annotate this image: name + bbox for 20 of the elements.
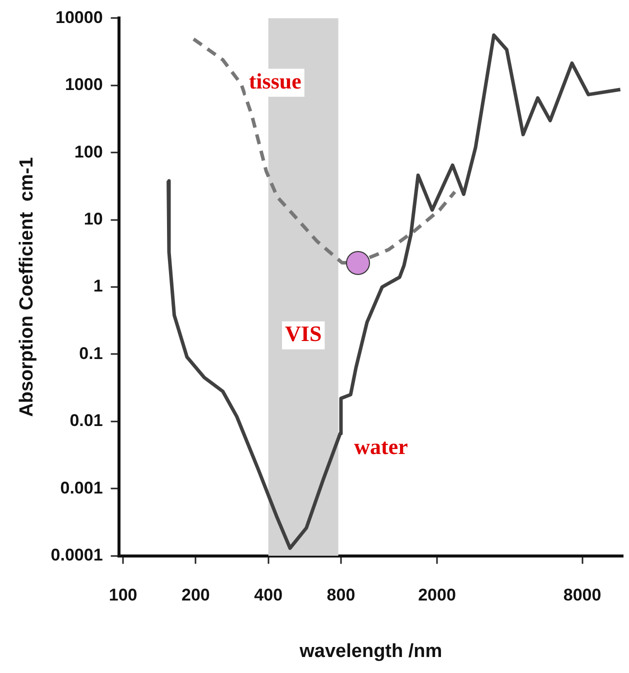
x-tick-label: 400 — [254, 586, 283, 605]
y-tick-label: 0.0001 — [50, 545, 103, 564]
x-tick-label: 800 — [326, 586, 356, 605]
y-tick-label: 0.01 — [70, 411, 103, 430]
x-tick-label: 8000 — [563, 586, 602, 605]
y-tick-label: 0.1 — [79, 344, 103, 363]
x-tick-label: 2000 — [418, 586, 456, 605]
y-axis-title: Absorption Coefficient cm-1 — [16, 156, 38, 417]
y-tick-label: 10 — [84, 209, 103, 228]
series-label: tissue — [248, 68, 302, 94]
series-label: water — [354, 434, 408, 459]
y-tick-label: 100 — [74, 142, 103, 162]
y-tick-label: 1000 — [64, 75, 103, 94]
band-label: VIS — [284, 321, 322, 346]
y-tick-label: 10000 — [56, 8, 103, 27]
x-axis-title: wavelength /nm — [298, 640, 442, 662]
y-tick-label: 0.001 — [60, 478, 103, 498]
x-tick-label: 100 — [108, 586, 138, 605]
x-tick-label: 200 — [182, 586, 210, 605]
y-tick-label: 1 — [93, 276, 103, 296]
